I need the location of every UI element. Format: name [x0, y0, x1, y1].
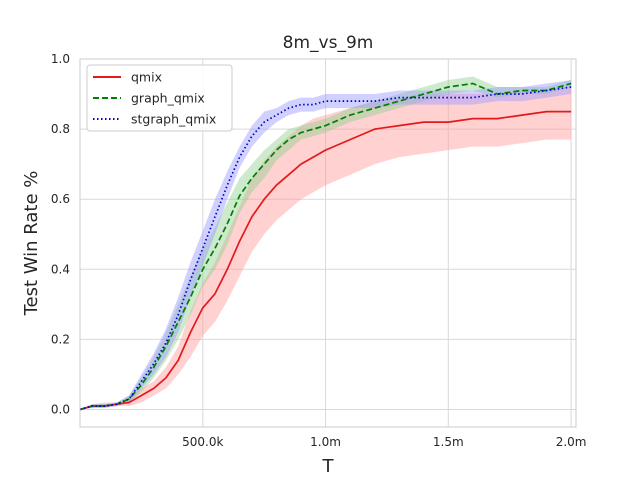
x-tick-label: 1.5m [433, 435, 464, 449]
x-axis-label: T [322, 456, 335, 477]
legend-box [86, 64, 233, 132]
legend: qmix graph_qmix stgraph_qmix [86, 64, 233, 132]
y-tick-label: 1.0 [51, 52, 70, 66]
series-line-qmix [79, 110, 572, 411]
plot-frame [79, 58, 577, 428]
x-tick-label: 2.0m [556, 435, 587, 449]
y-tick-label: 0.4 [51, 262, 70, 276]
band-qmix [80, 87, 572, 410]
chart-title: 8m_vs_9m [283, 33, 374, 53]
y-tick-label: 0.2 [51, 332, 70, 346]
legend-label: graph_qmix [131, 91, 205, 106]
y-axis-label: Test Win Rate % [21, 171, 42, 317]
series-line-stgraph_qmix [79, 86, 572, 411]
series-line-graph_qmix [79, 82, 572, 411]
y-tick-labels: 0.0 0.2 0.4 0.6 0.8 1.0 [51, 52, 70, 416]
y-tick-label: 0.8 [51, 122, 70, 136]
legend-label: stgraph_qmix [131, 112, 216, 127]
x-tick-label: 1.0m [310, 435, 341, 449]
x-tick-label: 500.0k [182, 435, 223, 449]
legend-label: qmix [131, 70, 162, 85]
x-tick-labels: 500.0k 1.0m 1.5m 2.0m [182, 435, 586, 449]
y-tick-label: 0.0 [51, 402, 70, 416]
confidence-bands [80, 76, 572, 410]
series-lines [79, 82, 572, 411]
y-tick-label: 0.6 [51, 192, 70, 206]
